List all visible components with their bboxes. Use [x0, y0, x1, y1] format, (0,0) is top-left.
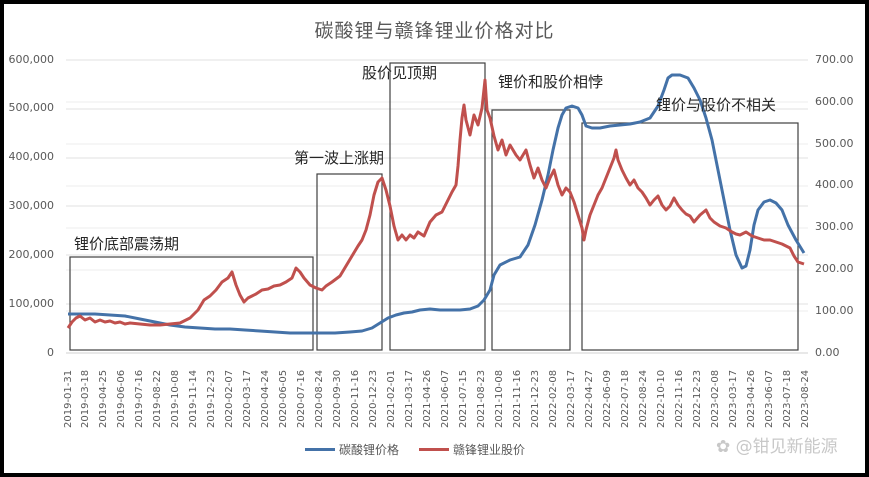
gridlines	[66, 59, 808, 312]
x-tick: 2021-08-23	[476, 369, 487, 428]
annotation-divergence: 锂价和股价相悖	[498, 73, 604, 91]
x-tick: 2019-03-18	[80, 369, 91, 428]
annotation-stock-peak: 股价见顶期	[362, 64, 438, 82]
x-tick: 2022-08-24	[638, 369, 649, 428]
y-left-tick: 400,000	[8, 150, 55, 163]
x-tick: 2020-06-05	[278, 369, 289, 428]
x-tick: 2023-08-24	[800, 369, 811, 428]
x-tick: 2020-08-24	[314, 369, 325, 428]
x-tick: 2019-04-25	[98, 369, 109, 428]
x-tick: 2019-06-06	[116, 369, 127, 428]
x-tick: 2023-04-26	[746, 369, 757, 428]
y-right-tick: 500.00	[815, 137, 854, 150]
x-tick: 2020-03-17	[242, 369, 253, 428]
x-tick: 2022-10-10	[656, 369, 667, 428]
x-tick: 2020-04-24	[260, 369, 271, 428]
legend-label: 碳酸锂价格	[339, 443, 400, 457]
chart-title: 碳酸锂与赣锋锂业价格对比	[314, 20, 555, 42]
x-tick: 2021-06-07	[440, 369, 451, 428]
annotation-bottom-oscillation: 锂价底部震荡期	[74, 235, 180, 253]
y-left-tick: 500,000	[8, 101, 55, 114]
y-right-tick: 400.00	[815, 178, 854, 191]
x-tick: 2021-07-15	[458, 369, 469, 428]
paw-logo-icon: ✿	[716, 437, 731, 457]
box-divergence	[491, 109, 571, 351]
annotation-uncorrelated: 锂价与股价不相关	[656, 96, 777, 114]
chart-frame: 碳酸锂与赣锋锂业价格对比	[4, 4, 865, 473]
x-tick: 2023-03-17	[728, 369, 739, 428]
legend-swatch-red-icon	[419, 448, 450, 451]
x-tick: 2019-07-16	[134, 369, 145, 428]
x-tick: 2023-07-18	[782, 369, 793, 428]
y-right-tick: 700.00	[815, 53, 854, 66]
x-tick: 2019-08-22	[152, 369, 163, 428]
watermark: ✿ @钳见新能源	[716, 432, 838, 457]
x-tick: 2023-06-07	[764, 369, 775, 428]
x-tick: 2021-03-17	[404, 369, 415, 428]
legend-item-lithium[interactable]: 碳酸锂价格	[305, 441, 399, 458]
x-tick: 2020-07-16	[296, 369, 307, 428]
x-tick: 2022-06-09	[602, 369, 613, 428]
x-tick: 2020-02-07	[224, 369, 235, 428]
x-tick: 2022-03-17	[566, 369, 577, 428]
y-left-tick: 600,000	[8, 53, 55, 66]
x-tick: 2020-11-16	[350, 369, 361, 428]
box-first-rise	[316, 173, 383, 351]
x-tick: 2019-12-23	[206, 369, 217, 428]
x-tick: 2021-11-16	[512, 369, 523, 428]
series-lithium-carbonate-line	[68, 73, 806, 335]
x-tick: 2021-10-08	[494, 369, 505, 428]
x-tick: 2020-09-30	[332, 369, 343, 428]
y-left-tick: 300,000	[8, 199, 55, 212]
y-right-tick: 100.00	[815, 304, 854, 317]
y-right-tick: 200.00	[815, 262, 854, 275]
y-right-tick: 300.00	[815, 220, 854, 233]
x-tick: 2022-04-27	[584, 369, 595, 428]
x-tick: 2022-11-16	[674, 369, 685, 428]
x-tick: 2020-12-23	[368, 369, 379, 428]
x-tick: 2019-01-31	[63, 369, 74, 428]
y-left-tick: 200,000	[8, 248, 55, 261]
x-tick: 2019-10-08	[170, 369, 181, 428]
x-tick: 2021-02-01	[386, 369, 397, 428]
y-right-tick: 600.00	[815, 95, 854, 108]
x-tick: 2023-02-08	[710, 369, 721, 428]
x-tick: 2022-07-18	[620, 369, 631, 428]
y-right-tick: 0.00	[815, 346, 840, 359]
watermark-text: @钳见新能源	[735, 437, 838, 457]
legend-label: 赣锋锂业股价	[453, 443, 526, 457]
legend-swatch-blue-icon	[305, 448, 335, 451]
chart-legend: 碳酸锂价格 赣锋锂业股价	[305, 441, 525, 458]
x-tick: 2022-12-23	[692, 369, 703, 428]
y-left-tick: 0	[47, 346, 54, 359]
series-ganfeng-stock-line	[66, 78, 805, 329]
x-tick: 2021-04-26	[422, 369, 433, 428]
x-tick: 2019-11-14	[188, 369, 199, 428]
legend-item-ganfeng[interactable]: 赣锋锂业股价	[419, 441, 525, 458]
x-tick: 2022-02-08	[548, 369, 559, 428]
box-bottom-oscillation	[69, 256, 314, 351]
x-tick: 2021-12-23	[530, 369, 541, 428]
annotation-first-rise: 第一波上涨期	[294, 149, 385, 167]
y-left-tick: 100,000	[8, 297, 55, 310]
